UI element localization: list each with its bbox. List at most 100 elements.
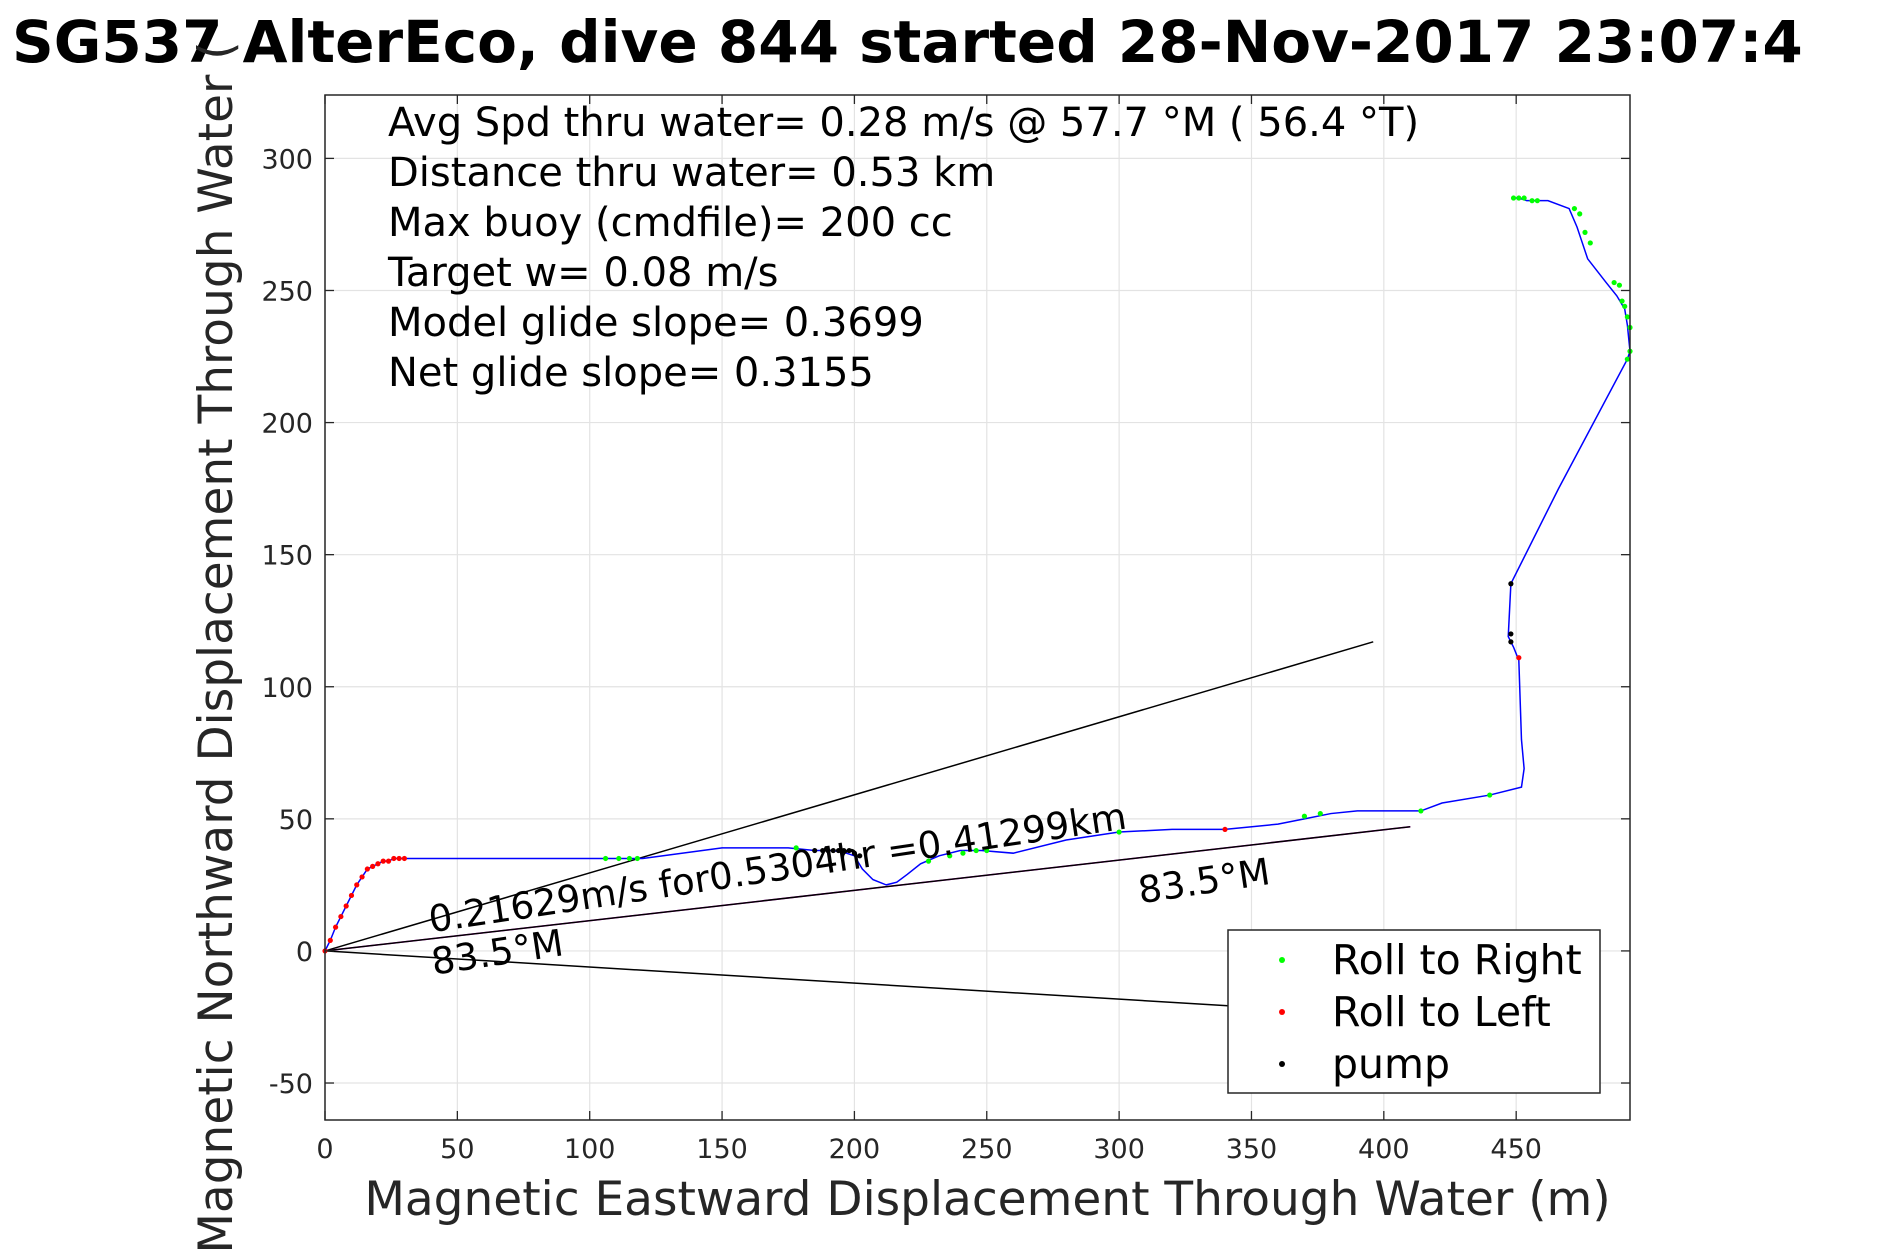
pump-point (1508, 581, 1514, 587)
y-tick-label: 150 (261, 541, 313, 572)
roll-to-right-point (602, 855, 609, 862)
stats-line: Max buoy (cmdfile)= 200 cc (388, 200, 953, 246)
roll-to-right-point (626, 855, 633, 862)
x-tick-label: 150 (696, 1134, 748, 1165)
pump-point (812, 847, 818, 854)
x-tick-label: 200 (829, 1134, 881, 1165)
roll-to-left-point (364, 866, 370, 872)
roll-to-right-point (1516, 195, 1522, 201)
roll-to-right-point (1116, 829, 1122, 835)
roll-to-left-point (343, 903, 349, 909)
roll-to-right-point (1624, 356, 1630, 362)
roll-to-left-point (1222, 826, 1228, 833)
y-tick-label: -50 (269, 1069, 313, 1100)
annotations: 0.21629m/s for0.5304hr =0.41299km83.5°M8… (426, 795, 1273, 984)
track-annotation: 83.5°M (1135, 850, 1273, 912)
roll-to-right-point (1624, 314, 1630, 320)
stats-line: Avg Spd thru water= 0.28 m/s @ 57.7 °M (… (388, 100, 1419, 146)
pump-point (857, 853, 863, 859)
roll-to-right-point (1317, 810, 1323, 817)
roll-to-left-point (332, 924, 339, 930)
roll-to-right-point (960, 850, 966, 856)
y-tick-label: 0 (296, 937, 313, 968)
pump-point (825, 847, 831, 854)
roll-to-right-point (1611, 279, 1617, 286)
roll-to-right-point (973, 847, 979, 854)
legend-label-pump: pump (1332, 1040, 1450, 1088)
x-tick-label: 100 (564, 1134, 616, 1165)
roll-to-right-point (1571, 205, 1578, 212)
roll-to-right-point (634, 855, 640, 862)
y-tick-label: 300 (261, 144, 313, 175)
reference-lines (324, 641, 1411, 1008)
legend-marker-pump (1279, 1061, 1285, 1067)
x-tick-label: 350 (1226, 1134, 1278, 1165)
legend-label-roll-to-left: Roll to Left (1332, 988, 1551, 1036)
roll-to-right-point (1487, 792, 1493, 798)
pump-point (1508, 631, 1514, 637)
x-tick-label: 300 (1093, 1134, 1145, 1165)
roll-to-left-point (370, 863, 376, 869)
legend-marker-roll-to-right (1279, 957, 1285, 963)
roll-to-left-point (391, 855, 397, 862)
roll-to-left-point (327, 937, 333, 943)
roll-to-right-point (793, 845, 799, 851)
chart-title: SG537 AlterEco, dive 844 started 28-Nov-… (12, 8, 1803, 76)
roll-to-left-point (338, 913, 344, 920)
legend-marker-roll-to-left (1279, 1009, 1285, 1015)
roll-to-left-point (380, 858, 386, 864)
pump-point (846, 847, 852, 854)
y-tick-label: 100 (261, 673, 313, 704)
roll-to-right-point (1529, 198, 1535, 204)
pump-point (820, 847, 826, 854)
pump-point (841, 847, 847, 854)
roll-to-right-point (1622, 303, 1628, 309)
roll-to-right-point (1619, 298, 1625, 304)
pump-point (851, 850, 858, 856)
reference-line (324, 826, 1411, 952)
x-tick-label: 450 (1490, 1134, 1542, 1165)
roll-to-right-point (1616, 282, 1623, 288)
roll-to-right-point (925, 858, 932, 864)
legend-label-roll-to-right: Roll to Right (1332, 936, 1582, 984)
stats-block: Avg Spd thru water= 0.28 m/s @ 57.7 °M (… (387, 100, 1419, 396)
stats-line: Distance thru water= 0.53 km (388, 150, 995, 196)
roll-to-right-point (1587, 240, 1593, 246)
reference-line (324, 950, 1239, 1008)
y-axis-label: Magnetic Northward Displacement Through … (189, 41, 244, 1253)
stats-line: Target w= 0.08 m/s (387, 250, 778, 296)
roll-to-left-point (396, 855, 402, 862)
roll-to-left-point (348, 892, 355, 899)
y-tick-label: 50 (279, 805, 313, 836)
roll-to-right-point (1510, 195, 1517, 201)
y-tick-label: 250 (261, 276, 313, 307)
x-tick-label: 250 (961, 1134, 1013, 1165)
stats-line: Net glide slope= 0.3155 (388, 350, 874, 396)
x-tick-label: 0 (316, 1134, 333, 1165)
roll-to-right-point (1418, 808, 1424, 814)
x-tick-label: 400 (1358, 1134, 1410, 1165)
x-axis-label: Magnetic Eastward Displacement Through W… (364, 1172, 1610, 1227)
pump-point (1508, 639, 1514, 645)
tick-layer: 0 50 100 150 200 250 300 350 400 450 -50 0 50 100 150 2… (261, 95, 1630, 1165)
reference-line (324, 641, 1374, 952)
pump-point (830, 847, 836, 854)
roll-to-left-point (385, 858, 392, 864)
pump-point (835, 847, 842, 854)
y-tick-label: 200 (261, 409, 313, 440)
roll-to-right-point (1534, 198, 1540, 204)
roll-to-right-point (1521, 195, 1527, 201)
roll-to-right-point (1301, 813, 1308, 819)
roll-to-left-point (354, 882, 360, 888)
stats-line: Model glide slope= 0.3699 (388, 300, 924, 346)
roll-to-right-point (984, 847, 990, 854)
roll-to-left-point (375, 861, 381, 867)
roll-to-right-point (947, 853, 953, 859)
x-tick-label: 50 (440, 1134, 474, 1165)
roll-to-left-point (359, 874, 365, 880)
roll-to-left-point (1516, 655, 1522, 661)
legend-box (1227, 929, 1601, 1094)
roll-to-right-point (1582, 229, 1588, 235)
